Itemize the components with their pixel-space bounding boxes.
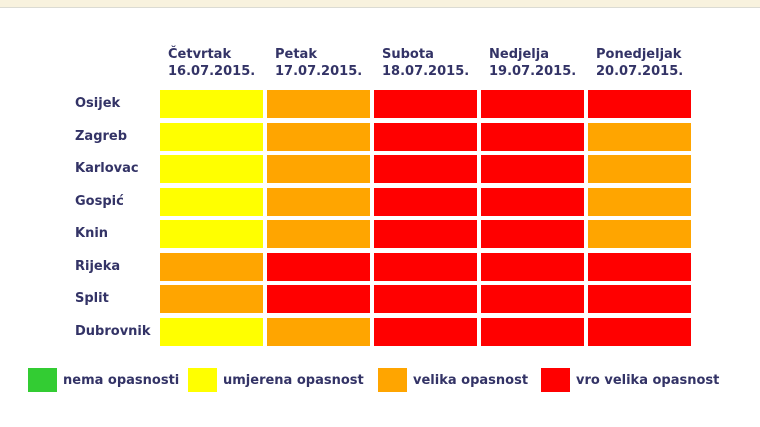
warning-cell [481,123,584,151]
warning-cell [481,253,584,281]
row-label: Knin [75,226,109,241]
row-label: Dubrovnik [75,324,151,339]
column-header-day: Subota [382,47,434,62]
column-header-day: Ponedjeljak [596,47,682,62]
row-label: Osijek [75,96,121,111]
warning-cell [588,220,691,248]
column-header-day: Nedjelja [489,47,549,62]
warning-cell [374,318,477,346]
warning-cell [481,220,584,248]
warning-cell [374,155,477,183]
legend-swatch [28,368,57,392]
warning-cell [588,318,691,346]
legend-item: umjerena opasnost [188,368,364,392]
warning-cell [267,123,370,151]
warning-cell [267,188,370,216]
warning-cell [588,123,691,151]
legend-label: nema opasnosti [63,372,180,388]
warning-cell [588,188,691,216]
legend-swatch [541,368,570,392]
warning-cell [267,318,370,346]
column-header: Četvrtak 16.07.2015. [168,46,272,80]
warning-cell [481,188,584,216]
warning-cell [588,253,691,281]
warning-cell [588,90,691,118]
warning-cell [374,220,477,248]
warning-cell [374,253,477,281]
column-header-date: 19.07.2015. [489,64,577,79]
warning-cell [267,90,370,118]
column-header-day: Četvrtak [168,47,232,62]
warning-cell [160,123,263,151]
warning-cell [160,253,263,281]
row-label: Karlovac [75,161,139,176]
row-label: Rijeka [75,259,121,274]
legend-swatch [378,368,407,392]
legend-label: velika opasnost [413,372,529,388]
warning-cell [481,318,584,346]
warning-cell [160,318,263,346]
column-header-date: 16.07.2015. [168,64,256,79]
column-header: Subota 18.07.2015. [382,46,486,80]
warning-cell [588,285,691,313]
warning-cell [588,155,691,183]
row-label: Zagreb [75,129,128,144]
legend-item: velika opasnost [378,368,528,392]
warning-cell [374,90,477,118]
warning-cell [481,155,584,183]
warning-cell [160,220,263,248]
warning-cell [160,285,263,313]
legend: nema opasnosti umjerena opasnost velika op… [0,368,760,392]
column-header-date: 20.07.2015. [596,64,684,79]
warning-cell [267,155,370,183]
warning-cell [267,220,370,248]
warning-cell [481,285,584,313]
warning-cell [160,188,263,216]
legend-label: umjerena opasnost [223,372,364,388]
legend-item: nema opasnosti [28,368,179,392]
warning-cell [374,188,477,216]
warning-cell [267,285,370,313]
column-header-day: Petak [275,47,317,62]
warning-cell [267,253,370,281]
warning-cell [160,90,263,118]
warning-cell [481,90,584,118]
column-header-date: 18.07.2015. [382,64,470,79]
legend-swatch [188,368,217,392]
column-header-date: 17.07.2015. [275,64,363,79]
legend-item: vro velika opasnost [541,368,719,392]
row-label: Split [75,291,109,306]
warning-cell [374,123,477,151]
column-header: Petak 17.07.2015. [275,46,379,80]
column-header: Nedjelja 19.07.2015. [489,46,593,80]
legend-label: vro velika opasnost [576,372,720,388]
warning-cell [374,285,477,313]
column-header: Ponedjeljak 20.07.2015. [596,46,700,80]
row-label: Gospić [75,194,124,209]
warning-cell [160,155,263,183]
top-bar [0,0,760,8]
